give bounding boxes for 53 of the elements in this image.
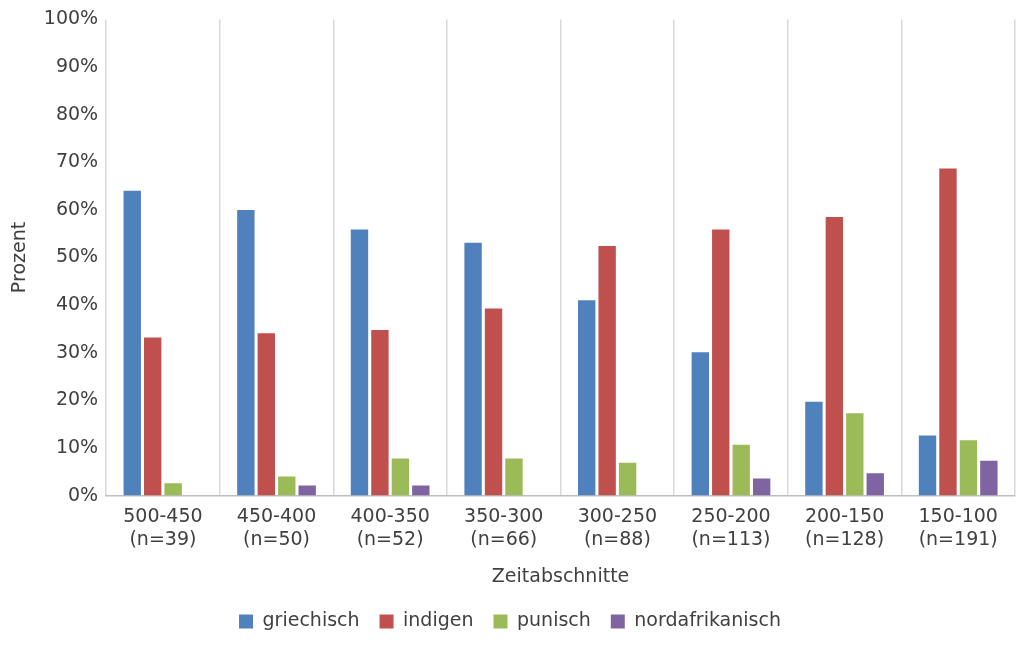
x-tick-label: 150-100 (n=191) — [918, 503, 998, 549]
x-axis-title: Zeitabschnitte — [491, 563, 630, 586]
bar — [464, 242, 482, 496]
y-tick-label: 0% — [67, 482, 99, 505]
x-tick-label: 250-200 (n=113) — [691, 503, 771, 549]
bar — [846, 413, 864, 496]
x-tick-label: 450-400 (n=50) — [236, 503, 317, 549]
x-tick-label: 350-300 (n=66) — [464, 503, 544, 549]
y-tick-label: 20% — [55, 387, 99, 410]
y-tick-label: 40% — [55, 292, 99, 315]
legend-label: griechisch — [262, 608, 360, 631]
bar — [691, 352, 709, 496]
bar — [278, 476, 296, 496]
bar — [752, 478, 771, 496]
bar — [237, 209, 255, 496]
y-tick-label: 50% — [55, 244, 99, 267]
bar — [805, 401, 823, 496]
bar — [959, 440, 978, 496]
y-tick-label: 100% — [43, 6, 99, 29]
bar — [164, 483, 182, 496]
bar — [144, 337, 162, 496]
bar — [578, 300, 596, 496]
bar — [484, 308, 503, 496]
bar — [391, 458, 410, 496]
bar — [732, 444, 750, 496]
bar — [939, 168, 957, 496]
bar — [412, 485, 430, 496]
x-tick-label: 300-250 (n=88) — [577, 503, 658, 549]
bar — [918, 435, 937, 496]
x-tick-label: 200-150 (n=128) — [804, 503, 885, 549]
legend-label: indigen — [403, 608, 474, 631]
bar — [371, 329, 389, 496]
bar — [866, 473, 884, 496]
bar — [618, 462, 637, 496]
y-tick-label: 30% — [55, 339, 99, 362]
bar — [350, 229, 369, 496]
y-tick-label: 80% — [55, 101, 99, 124]
bar — [980, 460, 998, 496]
bar — [712, 229, 730, 496]
legend-label: punisch — [516, 608, 591, 631]
bar — [505, 458, 523, 496]
y-axis-title: Prozent — [7, 221, 30, 294]
bar — [598, 246, 616, 496]
x-tick-label: 500-450 (n=39) — [123, 503, 203, 549]
x-tick-label: 400-350 (n=52) — [350, 503, 430, 549]
y-tick-label: 70% — [55, 149, 99, 172]
y-tick-label: 90% — [55, 53, 99, 76]
y-tick-label: 10% — [55, 434, 99, 457]
bar — [123, 190, 141, 496]
bar — [257, 333, 275, 496]
legend-label: nordafrikanisch — [634, 608, 781, 631]
y-tick-label: 60% — [55, 196, 99, 219]
bar — [825, 217, 844, 496]
